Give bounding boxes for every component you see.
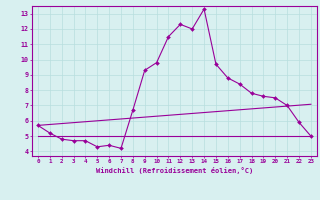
X-axis label: Windchill (Refroidissement éolien,°C): Windchill (Refroidissement éolien,°C)	[96, 167, 253, 174]
